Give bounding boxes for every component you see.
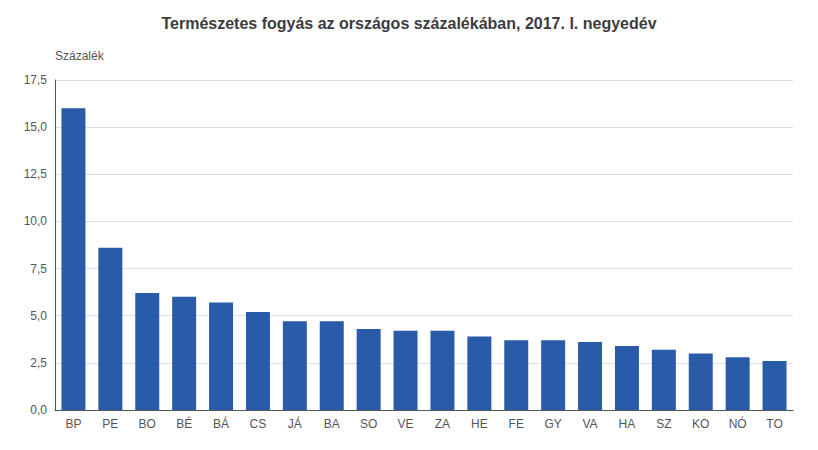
svg-text:17,5: 17,5 — [24, 73, 48, 87]
svg-text:15,0: 15,0 — [24, 120, 48, 134]
svg-text:NÓ: NÓ — [729, 416, 747, 431]
svg-text:BA: BA — [324, 417, 340, 431]
svg-text:VE: VE — [398, 417, 414, 431]
svg-text:CS: CS — [250, 417, 267, 431]
svg-text:JÁ: JÁ — [288, 416, 302, 431]
svg-text:BÉ: BÉ — [176, 416, 192, 431]
svg-text:ZA: ZA — [435, 417, 450, 431]
svg-text:GY: GY — [544, 417, 561, 431]
svg-text:SO: SO — [360, 417, 377, 431]
svg-text:KO: KO — [692, 417, 709, 431]
svg-text:Százalék: Százalék — [55, 49, 105, 63]
svg-text:VA: VA — [582, 417, 597, 431]
svg-text:5,0: 5,0 — [30, 309, 47, 323]
svg-text:7,5: 7,5 — [30, 262, 47, 276]
svg-text:BP: BP — [65, 417, 81, 431]
svg-text:0,0: 0,0 — [30, 403, 47, 417]
svg-text:BO: BO — [139, 417, 156, 431]
svg-text:Természetes fogyás az országos: Természetes fogyás az országos százaléká… — [161, 15, 656, 32]
svg-text:HA: HA — [619, 417, 636, 431]
svg-text:BÁ: BÁ — [213, 416, 229, 431]
svg-text:TO: TO — [766, 417, 782, 431]
svg-text:10,0: 10,0 — [24, 214, 48, 228]
svg-text:SZ: SZ — [656, 417, 671, 431]
svg-text:12,5: 12,5 — [24, 167, 48, 181]
svg-text:2,5: 2,5 — [30, 356, 47, 370]
svg-text:FE: FE — [509, 417, 524, 431]
svg-text:HE: HE — [471, 417, 488, 431]
svg-text:PE: PE — [102, 417, 118, 431]
